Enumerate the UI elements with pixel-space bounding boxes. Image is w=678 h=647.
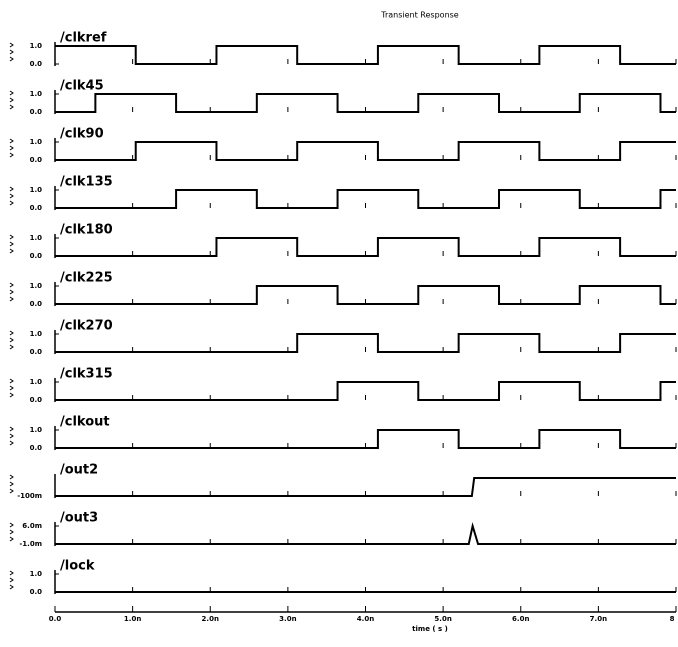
waveform [55,141,676,161]
signal-name: /clk270 [60,319,113,334]
signal-name: /lock [60,559,95,574]
panel-icon [9,488,14,494]
x-tick-label: 5.0n [434,615,451,623]
panel-icon [9,56,14,62]
signal-name: /clk90 [60,127,104,142]
y-tick-label: 0.0 [30,252,43,260]
waveform [55,93,676,113]
y-tick-label: 1.0 [30,138,43,146]
panel-icon [9,577,14,583]
y-tick-label: 1.0 [30,426,43,434]
panel-icon [9,385,14,391]
y-tick-label: 1.0 [30,186,43,194]
y-tick-label: 1.0 [30,378,43,386]
panel-icon [9,289,14,295]
waveform [55,333,676,353]
y-tick-label: 0.0 [30,108,43,116]
x-axis-label: time ( s ) [412,625,448,633]
y-tick-label: 1.0 [30,234,43,242]
y-tick-label: 0.0 [30,300,43,308]
panel-icon [9,97,14,103]
y-tick-label: 6.0m [22,522,42,530]
signal-name: /out2 [60,463,98,478]
waveform [55,522,676,545]
y-tick-label: 0.0 [30,396,43,404]
y-tick-label: 0.0 [30,348,43,356]
panel-icon [9,42,14,48]
y-tick-label: 0.0 [30,204,43,212]
panel-icon [9,378,14,384]
panel-icon [9,241,14,247]
y-tick-label: 1.0 [30,282,43,290]
x-tick-label: 4.0n [357,615,374,623]
panel-icon [9,529,14,535]
panel-icon [9,152,14,158]
y-tick-label: -100m [17,492,42,500]
y-tick-label: 1.0 [30,330,43,338]
panel-icon [9,145,14,151]
signal-name: /clk315 [60,367,113,382]
x-tick-label: 6.0n [512,615,529,623]
panel-icon [9,570,14,576]
panel-icon [9,330,14,336]
panel-icon [9,392,14,398]
y-tick-label: -1.0m [19,540,42,548]
panel-icon [9,49,14,55]
panel-icon [9,433,14,439]
waveform [55,45,676,65]
panel-icon [9,481,14,487]
y-tick-label: 1.0 [30,570,43,578]
panel-icon [9,337,14,343]
x-tick-label: 2.0n [202,615,219,623]
panel-icon [9,193,14,199]
signal-name: /clk135 [60,175,113,190]
panel-icon [9,234,14,240]
panel-icon [9,200,14,206]
signal-name: /clk225 [60,271,113,286]
x-tick-label: 0.0 [49,615,62,623]
panel-icon [9,282,14,288]
y-tick-label: 0.0 [30,156,43,164]
x-tick-label: 7.0n [590,615,607,623]
panel-icon [9,138,14,144]
panel-icon [9,440,14,446]
panel-icon [9,584,14,590]
panel-icon [9,186,14,192]
signal-name: /clkref [60,31,107,46]
y-tick-label: 1.0 [30,42,43,50]
panel-icon [9,90,14,96]
x-tick-label: 3.0n [279,615,296,623]
panel-icon [9,296,14,302]
chart-title: Transient Response [380,11,459,20]
y-tick-label: 0.0 [30,588,43,596]
panel-icon [9,474,14,480]
waveform [55,477,676,497]
panel-icon [9,522,14,528]
x-tick-label: 8 [670,615,675,623]
waveform [55,285,676,305]
signal-name: /clk180 [60,223,113,238]
waveform [55,237,676,257]
x-tick-label: 1.0n [124,615,141,623]
signal-name: /clkout [60,415,110,430]
panel-icon [9,104,14,110]
waveform [55,429,676,449]
signal-name: /out3 [60,511,98,526]
y-tick-label: 0.0 [30,60,43,68]
panel-icon [9,426,14,432]
signal-name: /clk45 [60,79,104,94]
waveform [55,189,676,209]
panel-icon [9,248,14,254]
panel-icon [9,344,14,350]
panel-icon [9,536,14,542]
y-tick-label: 1.0 [30,90,43,98]
waveform [55,381,676,401]
y-tick-label: 0.0 [30,444,43,452]
